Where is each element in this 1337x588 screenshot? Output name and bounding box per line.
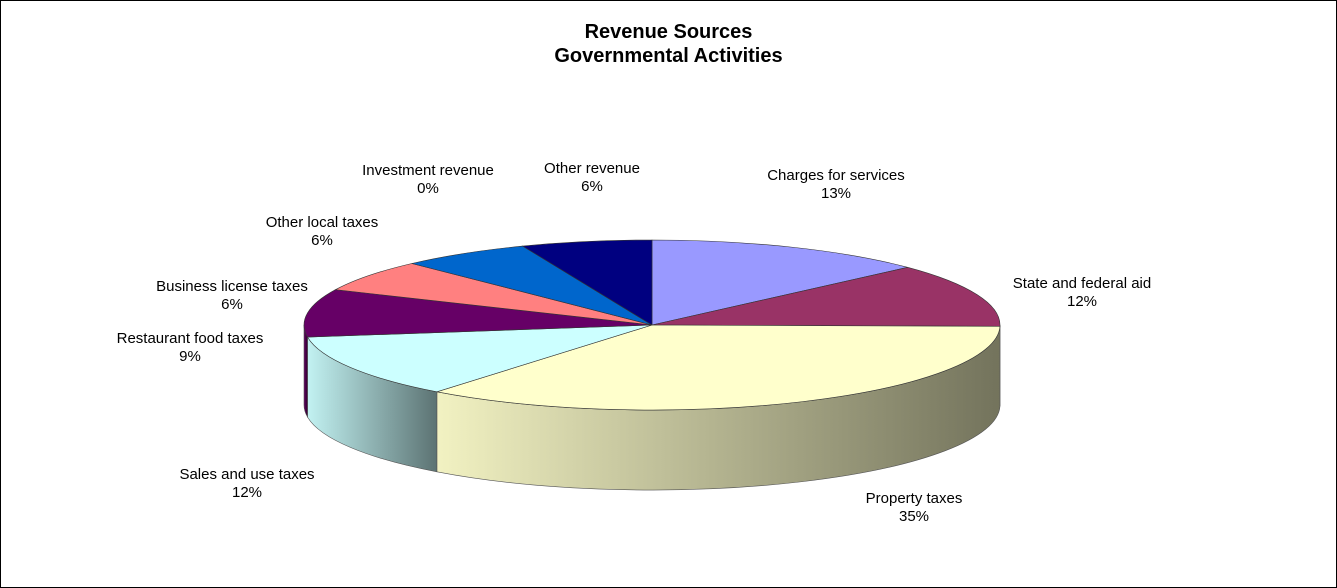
slice-label: Restaurant food taxes [117,330,264,347]
pie-side-4 [303,324,308,419]
slice-percent-label: 12% [232,484,262,501]
slice-percent-label: 9% [179,348,201,365]
pie-slice [521,239,653,326]
chart-title-line-1: Revenue Sources [584,21,753,43]
slice-percent-label: 35% [899,508,929,525]
slice-label: Charges for services [767,167,905,184]
slice-percent-label: 0% [417,180,439,197]
pie-slice [436,324,1001,411]
slice-label: Sales and use taxes [179,466,314,483]
pie-slice [651,239,908,326]
chart-title-line-2: Governmental Activities [554,45,783,67]
pie-slice [303,289,653,338]
slice-label: Property taxes [866,490,963,507]
pie-slice [307,324,653,393]
slice-label: Other revenue [544,160,640,177]
slice-label: State and federal aid [1013,275,1151,292]
slice-label: Other local taxes [266,214,379,231]
slice-percent-label: 6% [221,296,243,313]
chart-title: Revenue Sources Governmental Activities [0,20,1337,68]
slice-percent-label: 12% [1067,293,1097,310]
pie-slices [303,239,1001,411]
pie-slice [411,245,653,326]
pie-slice [334,263,653,326]
slice-label: Business license taxes [156,278,308,295]
slice-percent-label: 13% [821,185,851,202]
slice-percent-label: 6% [311,232,333,249]
slice-percent-label: 6% [581,178,603,195]
slice-label: Investment revenue [362,162,494,179]
pie-slice [651,267,1001,327]
